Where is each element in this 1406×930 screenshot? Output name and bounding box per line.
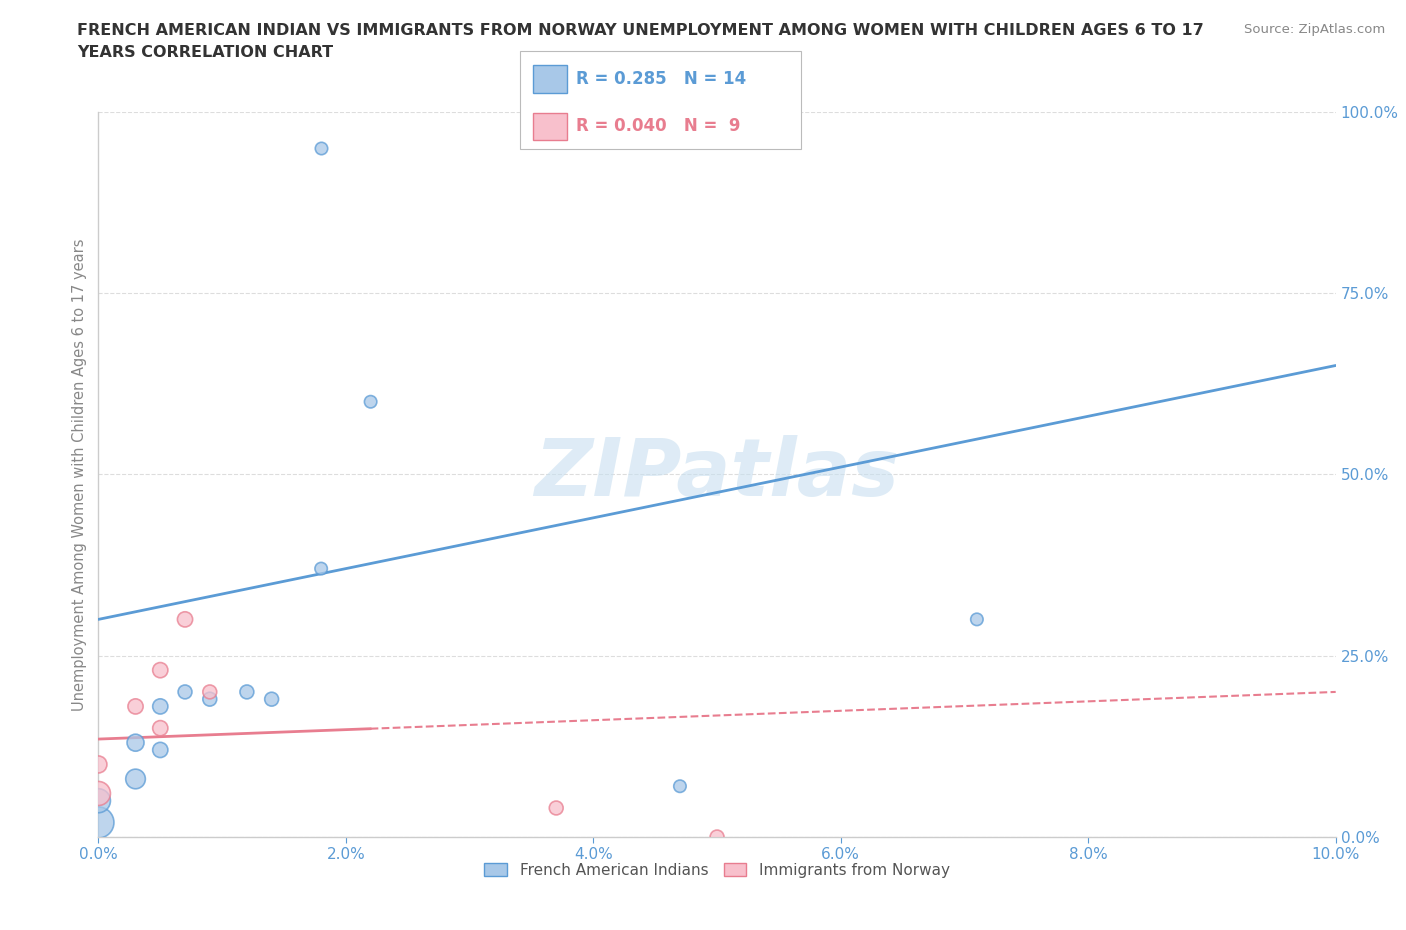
Point [149, 742, 172, 757]
Point [87, 815, 110, 830]
Text: Source: ZipAtlas.com: Source: ZipAtlas.com [1244, 23, 1385, 36]
Point [87, 793, 110, 808]
Point [124, 736, 146, 751]
Y-axis label: Unemployment Among Women with Children Ages 6 to 17 years: Unemployment Among Women with Children A… [72, 238, 87, 711]
Point [149, 721, 172, 736]
Point [966, 612, 988, 627]
Point [669, 778, 692, 793]
Point [87, 757, 110, 772]
Text: R = 0.285   N = 14: R = 0.285 N = 14 [576, 70, 747, 88]
Point [236, 684, 259, 699]
Legend: French American Indians, Immigrants from Norway: French American Indians, Immigrants from… [478, 857, 956, 884]
Point [260, 692, 283, 707]
Text: FRENCH AMERICAN INDIAN VS IMMIGRANTS FROM NORWAY UNEMPLOYMENT AMONG WOMEN WITH C: FRENCH AMERICAN INDIAN VS IMMIGRANTS FRO… [77, 23, 1204, 38]
Point [124, 699, 146, 714]
Point [546, 801, 568, 816]
Point [309, 140, 332, 155]
Point [87, 786, 110, 801]
Text: ZIPatlas: ZIPatlas [534, 435, 900, 513]
Point [706, 830, 728, 844]
Text: R = 0.040   N =  9: R = 0.040 N = 9 [576, 117, 741, 136]
Point [198, 684, 221, 699]
Point [174, 684, 197, 699]
Point [309, 561, 332, 576]
Point [174, 612, 197, 627]
Point [149, 699, 172, 714]
Point [360, 394, 382, 409]
Text: YEARS CORRELATION CHART: YEARS CORRELATION CHART [77, 45, 333, 60]
Point [149, 663, 172, 678]
Point [124, 772, 146, 787]
Point [198, 692, 221, 707]
